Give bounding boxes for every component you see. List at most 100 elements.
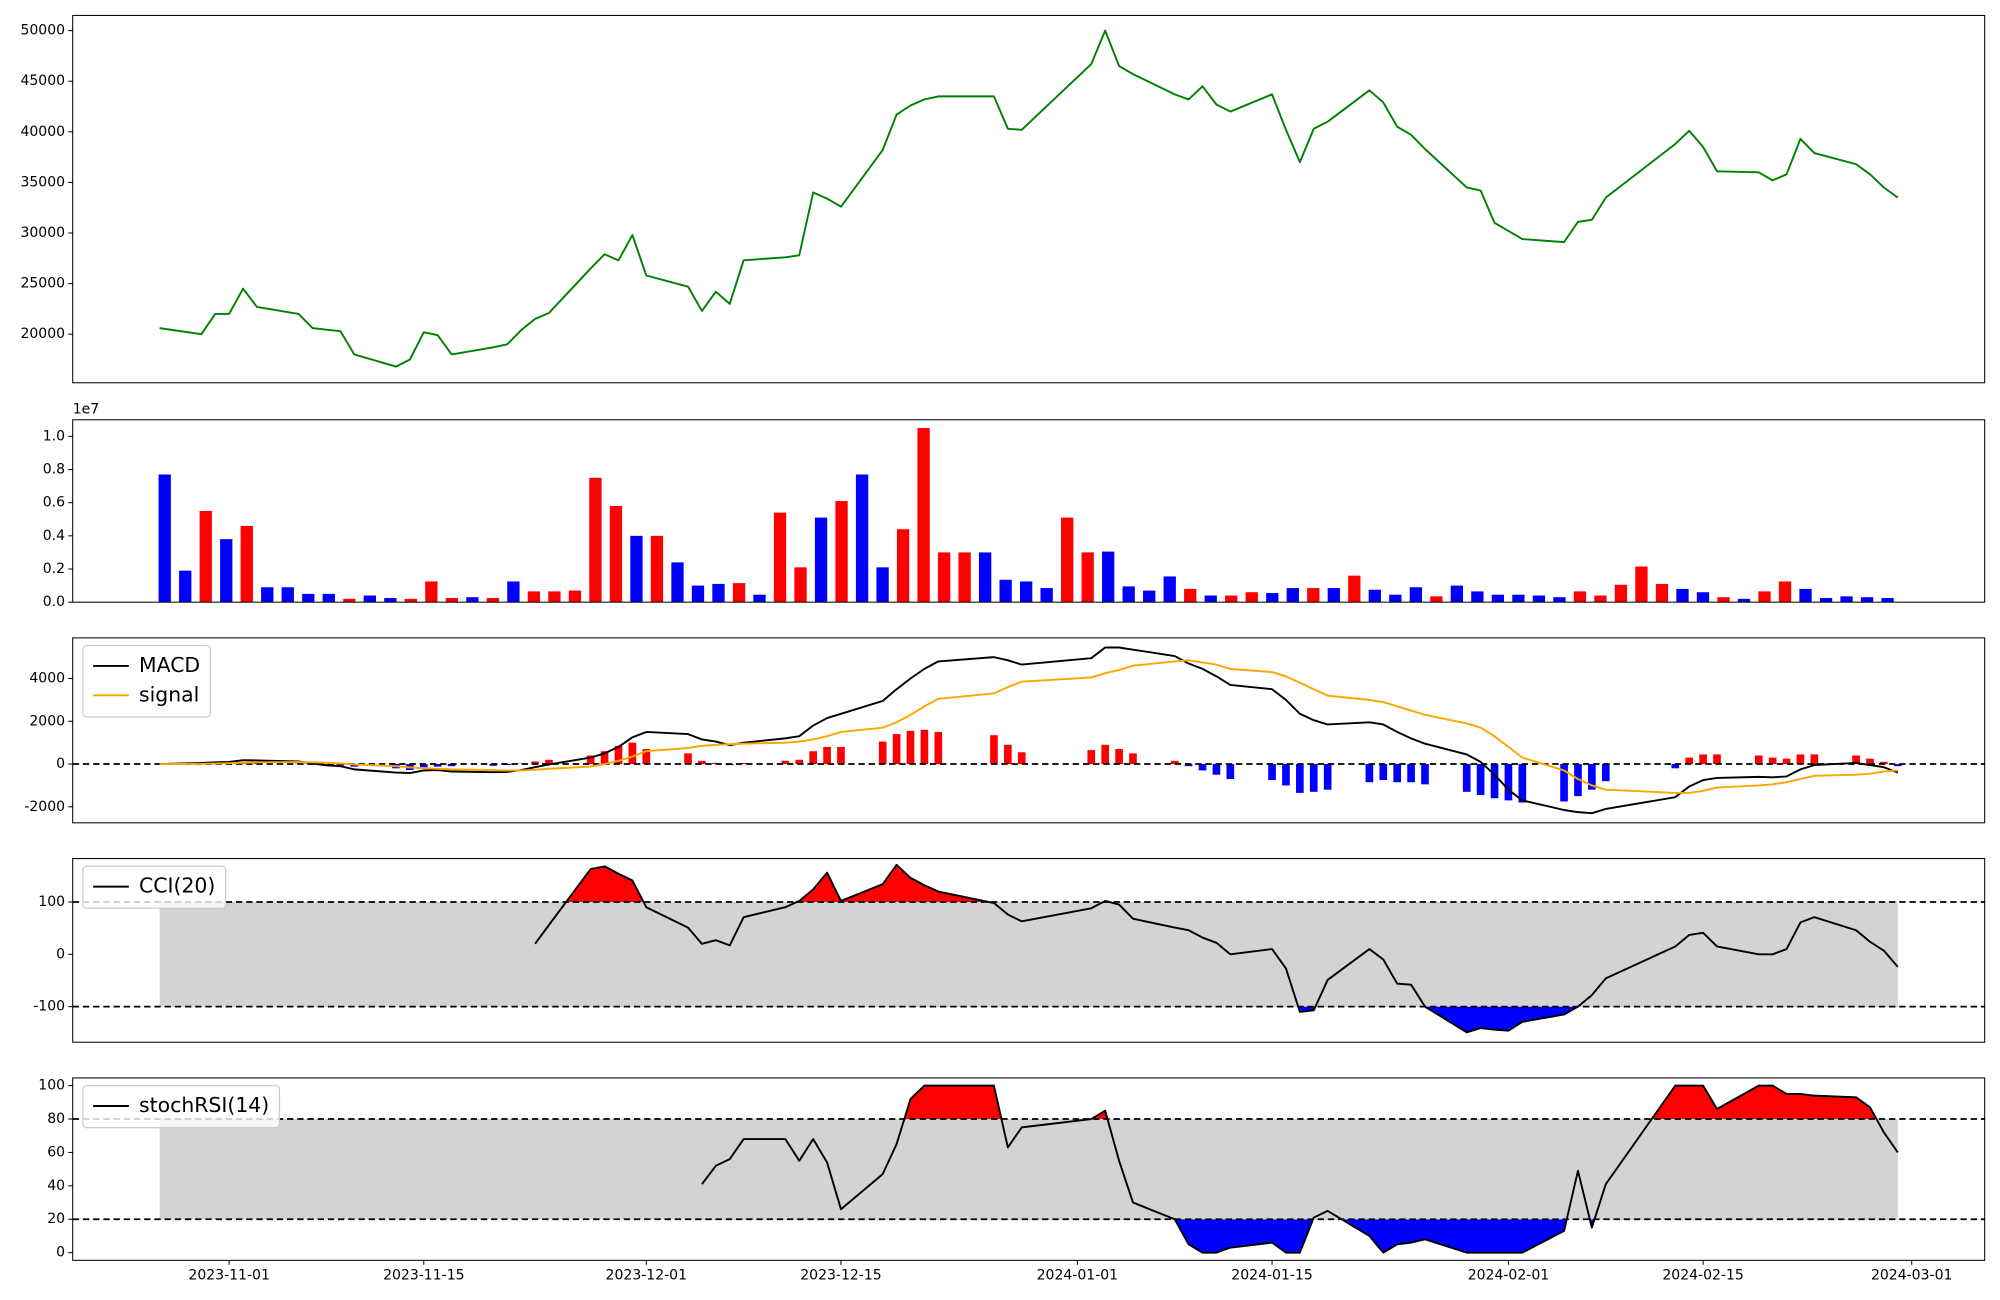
legend-label: stochRSI(14) [139,1093,269,1117]
volume-bar [1368,589,1381,603]
y-tick-label: 45000 [20,73,65,89]
volume-bar [445,598,459,603]
panel: 1e7 0.0 0.2 0.4 0.6 0.8 1.0 [43,402,1986,610]
neutral-band [159,901,1898,1007]
volume-bar [1040,588,1053,603]
histogram-bar [837,746,845,765]
y-tick-label: 30000 [20,225,65,241]
histogram-bar [1087,750,1096,765]
volume-bar [363,595,376,603]
y-tick-label: 0 [56,756,65,772]
histogram-bar [1810,754,1819,765]
y-tick-label: 0 [56,1245,65,1261]
histogram-bar [1268,764,1276,781]
volume-bar [1635,566,1648,603]
histogram-bar [1004,744,1012,765]
y-tick-label: 25000 [20,276,65,292]
volume-bar [1245,592,1258,603]
histogram-bar [447,764,456,767]
histogram-bar [586,755,595,765]
histogram-bar [698,760,706,765]
legend-box [82,865,227,909]
y-tick-label: 2000 [29,713,65,729]
legend-label: MACD [139,653,200,677]
histogram-bar [1671,764,1680,769]
y-tick-label: 1.0 [43,428,65,444]
volume-bar [1409,587,1422,603]
below-fill [701,1219,1898,1253]
volume-bar [384,598,397,603]
histogram-bar [1504,764,1513,801]
y-tick-label: 0.0 [43,594,65,610]
volume-bar [999,579,1012,603]
legend-label: signal [139,682,199,706]
volume-bar [261,587,274,603]
volume-bar [1348,575,1361,603]
panel: 0 20 40 60 80 100 2023-11-01 2023-11-15 2023-12-… [38,1077,1986,1284]
y-tick-label: 80 [47,1111,65,1127]
histogram-bar [823,746,831,765]
histogram-bar [1101,744,1110,765]
volume-bar [958,552,971,603]
panel: -100 0 100 CCI(20) [33,858,1986,1043]
volume-bar [1307,588,1320,603]
volume-bar [589,477,602,603]
volume-bar [1102,551,1115,603]
neutral-band [159,1119,1898,1220]
x-tick-label: 2023-12-01 [606,1268,687,1284]
histogram-bar [1782,758,1791,765]
axes-frame [72,14,1986,384]
histogram-bar [1115,749,1123,765]
legend: CCI(20) [82,865,227,909]
volume-bar [1122,586,1135,603]
histogram-bar [614,745,623,765]
axes-frame [72,1077,1986,1261]
histogram-bar [1226,764,1235,779]
histogram-bar [1601,764,1610,782]
histogram-bar [1365,764,1374,783]
offset-label: 1e7 [73,402,99,418]
x-tick-label: 2024-03-01 [1871,1268,1952,1284]
axes-frame [72,419,1986,603]
volume-bar [1799,588,1812,603]
histogram-bar [1476,764,1485,796]
volume-bar [1594,595,1607,603]
histogram-bar [920,729,929,765]
volume-bar [1819,598,1833,603]
y-tick-label: 0.2 [43,561,65,577]
histogram-bar [1393,764,1402,783]
histogram-bar [1768,757,1777,765]
volume-bar [1573,591,1587,603]
volume-bar [1184,588,1197,603]
volume-bar [507,581,520,603]
volume-bar [1614,584,1628,603]
histogram-bar [809,751,817,765]
volume-bar [548,591,561,603]
volume-bar [425,581,438,603]
volume-bar [1471,591,1484,603]
y-tick-label: 100 [38,1078,65,1094]
panel: -2000 0 2000 4000 MACD signal [24,637,1986,824]
x-tick-label: 2024-01-15 [1231,1268,1312,1284]
volume-bar [1840,596,1853,603]
histogram-bar [1588,764,1596,790]
histogram-bar [1129,753,1137,765]
panel: 20000 25000 30000 35000 40000 45000 50000 [20,14,1986,384]
histogram-bar [934,731,943,765]
histogram-bar [1685,757,1694,765]
volume-bar [650,535,664,603]
histogram-bar [1518,764,1527,803]
volume-bar [835,501,848,603]
y-tick-label: 4000 [29,671,65,687]
histogram-bar [1574,764,1582,797]
y-tick-label: 0.6 [43,495,65,511]
histogram-bar [1852,755,1860,765]
legend-box [82,1084,281,1129]
volume-bar [978,552,992,603]
below-fill [535,1006,1898,1033]
volume-bar [158,474,171,603]
volume-bar [1553,597,1566,603]
volume-bar [814,517,828,603]
x-tick-label: 2023-11-15 [383,1268,464,1284]
